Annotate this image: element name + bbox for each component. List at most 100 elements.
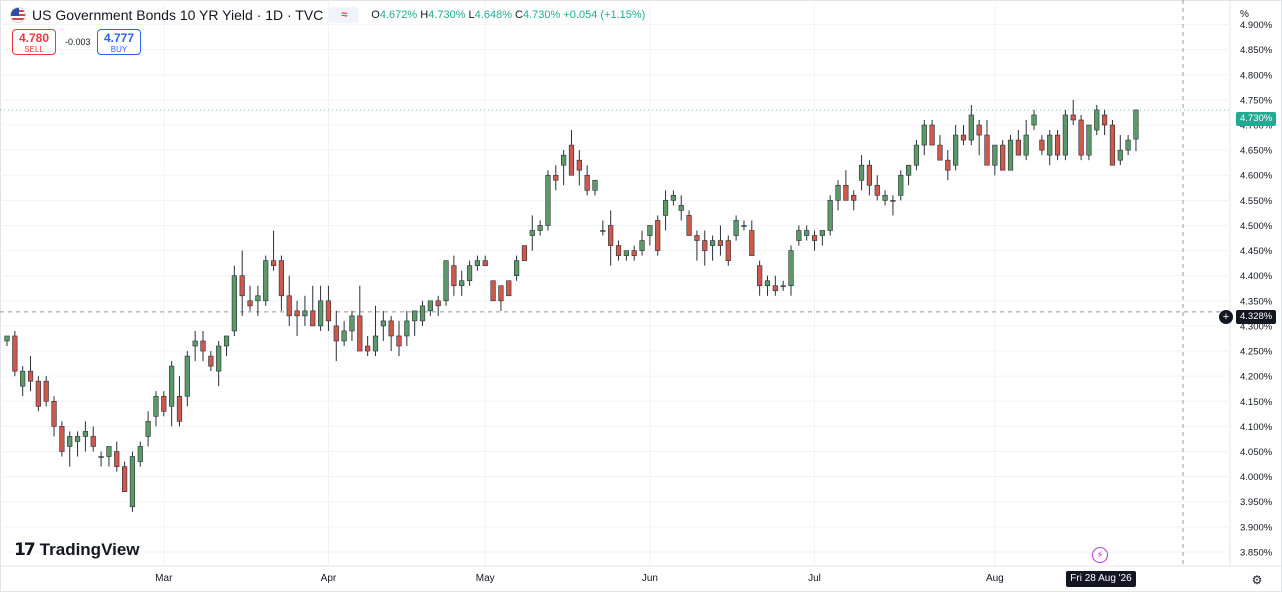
candle-up	[529, 230, 535, 236]
lightning-icon[interactable]: ⚡	[1092, 547, 1108, 563]
candle-down	[984, 134, 990, 166]
candle-up	[953, 134, 959, 166]
y-tick-label: 3.900%	[1240, 522, 1273, 533]
axis-unit: %	[1240, 9, 1249, 20]
y-tick-label: 4.800%	[1240, 70, 1273, 81]
buy-button[interactable]: 4.777 BUY	[97, 29, 141, 55]
candle-up	[380, 320, 386, 327]
candle-up	[921, 124, 927, 146]
candle-up	[992, 144, 998, 166]
candle-down	[866, 164, 872, 186]
candle-down	[584, 174, 590, 191]
candle-up	[153, 395, 159, 417]
candle-up	[1125, 139, 1131, 151]
y-tick-label: 3.950%	[1240, 497, 1273, 508]
candle-up	[82, 431, 88, 437]
candle-down	[451, 265, 457, 287]
candle-down	[506, 280, 512, 297]
candle-up	[106, 446, 112, 457]
candle-down	[702, 240, 708, 251]
candle-up	[741, 225, 747, 227]
tradingview-logo[interactable]: 17 TradingView	[14, 540, 140, 560]
y-tick-label: 4.300%	[1240, 321, 1273, 332]
candle-down	[161, 395, 167, 412]
candle-up	[1007, 139, 1014, 171]
candle-down	[945, 159, 951, 171]
candle-up	[302, 310, 308, 317]
candle-up	[913, 144, 920, 166]
candle-down	[388, 320, 394, 337]
candle-up	[1047, 134, 1053, 156]
y-tick-label: 4.200%	[1240, 372, 1273, 383]
candle-up	[733, 220, 739, 236]
candle-down	[176, 395, 183, 422]
y-tick-label: 4.850%	[1240, 45, 1273, 56]
candle-up	[317, 300, 324, 327]
y-tick-label: 4.550%	[1240, 196, 1273, 207]
candle-up	[98, 456, 104, 458]
candle-down	[333, 325, 339, 342]
candle-down	[1070, 114, 1076, 121]
candle-down	[725, 240, 731, 261]
candle-up	[145, 421, 151, 437]
candle-up	[905, 164, 912, 176]
candle-up	[427, 300, 433, 312]
candle-down	[686, 215, 692, 236]
candle-up	[561, 154, 567, 166]
candle-up	[404, 320, 410, 337]
candle-up	[20, 370, 26, 387]
candle-down	[286, 295, 292, 317]
compare-icon[interactable]: ≈	[329, 7, 360, 23]
candle-down	[631, 250, 637, 256]
candle-down	[247, 300, 253, 307]
candle-down	[325, 300, 332, 322]
y-tick-label: 3.850%	[1240, 547, 1273, 558]
symbol-title[interactable]: US Government Bonds 10 YR Yield · 1D · T…	[32, 7, 324, 23]
candle-down	[1109, 124, 1116, 166]
x-tick-label: Aug	[986, 573, 1004, 584]
y-tick-label: 4.900%	[1240, 20, 1273, 31]
candle-down	[90, 436, 96, 447]
candle-up	[67, 436, 73, 447]
last-price-label: 4.730%	[1236, 112, 1277, 126]
candle-up	[819, 230, 825, 236]
candle-up	[255, 295, 261, 302]
candle-down	[482, 260, 488, 266]
candle-up	[890, 200, 896, 202]
candle-up	[459, 280, 465, 287]
candle-down	[1078, 119, 1084, 156]
x-tick-label: Apr	[321, 573, 337, 584]
candle-up	[1133, 109, 1139, 140]
add-alert-icon[interactable]: +	[1219, 310, 1233, 324]
candle-up	[537, 225, 543, 231]
candle-down	[490, 280, 496, 302]
candle-up	[263, 260, 269, 302]
x-tick-label: Jun	[642, 573, 658, 584]
candle-down	[1039, 139, 1045, 151]
y-tick-label: 4.150%	[1240, 397, 1273, 408]
candle-up	[4, 335, 10, 342]
candle-up	[1023, 134, 1029, 156]
candle-down	[294, 310, 300, 317]
candle-up	[184, 355, 190, 397]
candle-down	[717, 240, 724, 246]
y-tick-label: 4.400%	[1240, 271, 1273, 282]
candle-up	[129, 456, 136, 508]
candle-down	[396, 335, 402, 347]
y-tick-label: 4.650%	[1240, 146, 1273, 157]
time-axis: Mar Apr May Jun Jul Aug	[155, 573, 1004, 584]
candle-down	[35, 380, 41, 407]
candle-up	[968, 114, 974, 141]
settings-icon[interactable]: ⚙	[1251, 573, 1263, 587]
y-tick-label: 4.500%	[1240, 221, 1273, 232]
candle-up	[466, 265, 473, 282]
candle-up	[600, 230, 606, 232]
candle-up	[639, 240, 645, 251]
us-flag-icon	[10, 7, 26, 23]
crosshair	[0, 0, 1230, 566]
candle-up	[858, 164, 865, 181]
candle-up	[1031, 114, 1037, 126]
candle-up	[223, 335, 230, 347]
sell-button[interactable]: 4.780 SELL	[12, 29, 56, 55]
